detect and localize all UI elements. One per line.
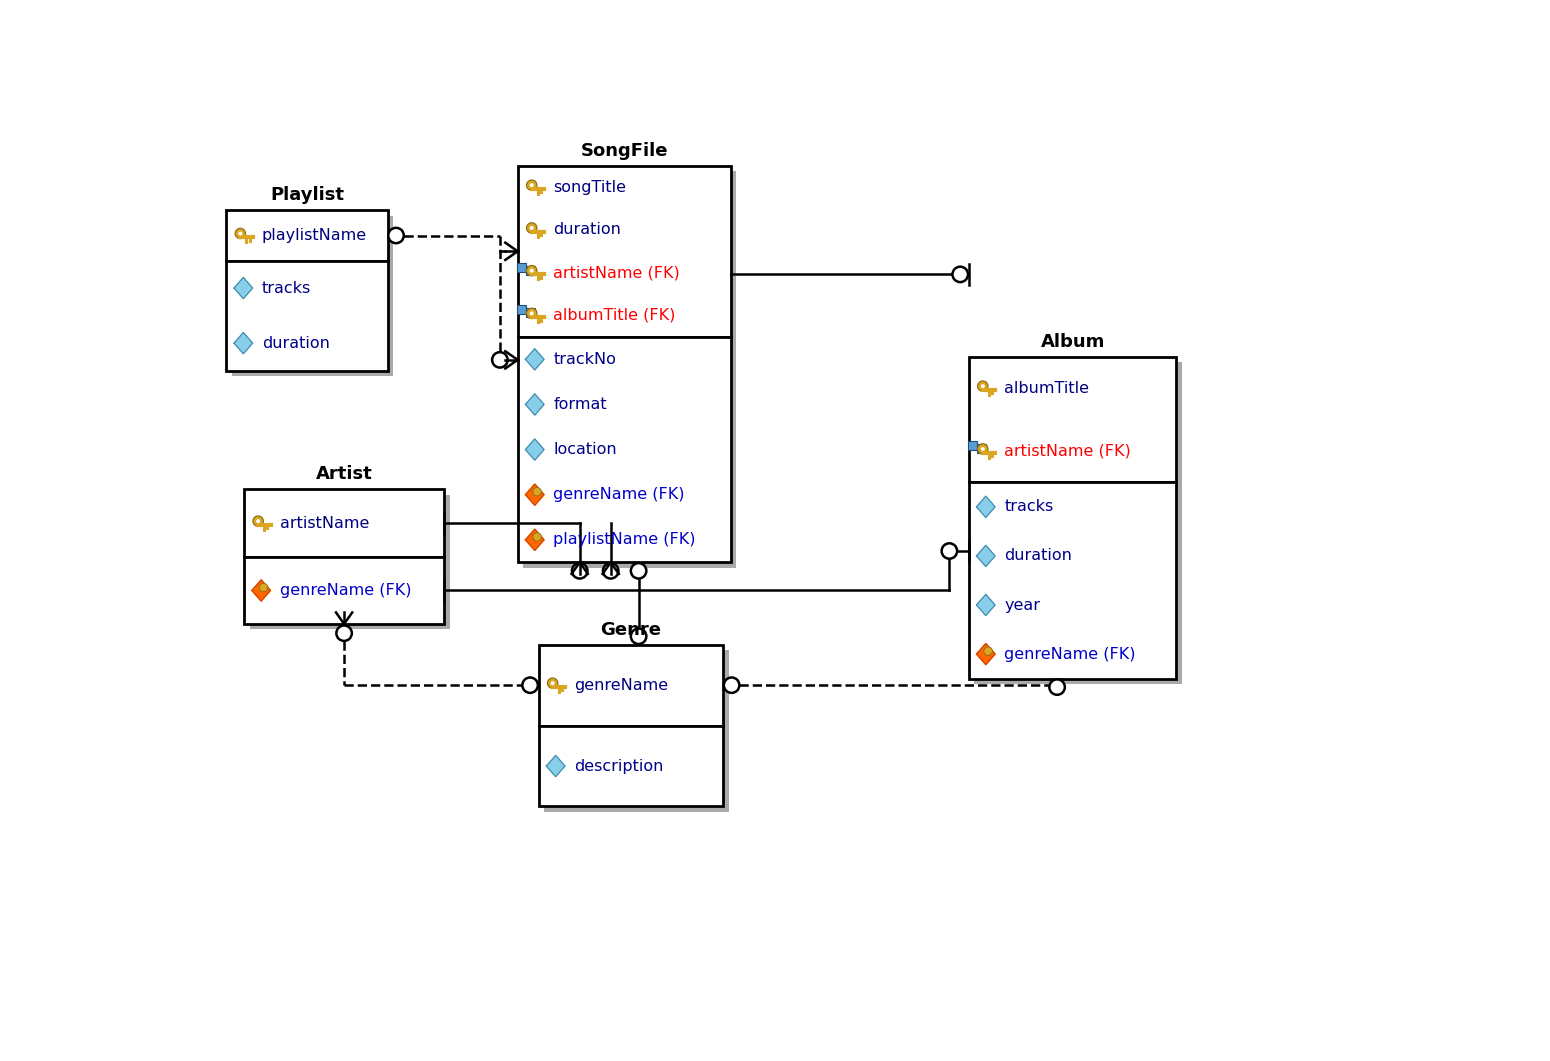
Circle shape xyxy=(530,268,533,273)
Circle shape xyxy=(493,352,508,367)
Circle shape xyxy=(981,384,984,388)
Text: playlistName (FK): playlistName (FK) xyxy=(553,533,696,547)
Circle shape xyxy=(256,519,260,523)
Circle shape xyxy=(522,678,538,693)
Circle shape xyxy=(530,311,533,315)
Circle shape xyxy=(942,543,958,559)
FancyBboxPatch shape xyxy=(518,336,732,562)
Circle shape xyxy=(533,487,541,495)
Circle shape xyxy=(984,647,992,656)
Text: genreName: genreName xyxy=(575,678,668,693)
Text: tracks: tracks xyxy=(1004,500,1054,515)
Text: duration: duration xyxy=(262,335,330,350)
FancyBboxPatch shape xyxy=(976,443,986,453)
FancyBboxPatch shape xyxy=(518,306,525,314)
Circle shape xyxy=(952,266,967,282)
Text: duration: duration xyxy=(1004,549,1073,563)
Circle shape xyxy=(547,678,558,689)
Polygon shape xyxy=(976,497,995,518)
Circle shape xyxy=(336,626,352,641)
Circle shape xyxy=(527,223,536,233)
Text: Album: Album xyxy=(1040,332,1105,350)
Text: SongFile: SongFile xyxy=(581,142,668,159)
Circle shape xyxy=(259,584,268,592)
Circle shape xyxy=(981,447,984,451)
Text: albumTitle: albumTitle xyxy=(1004,381,1090,396)
FancyBboxPatch shape xyxy=(250,494,450,629)
FancyBboxPatch shape xyxy=(969,441,976,450)
Polygon shape xyxy=(525,439,544,460)
FancyBboxPatch shape xyxy=(969,356,1176,483)
Polygon shape xyxy=(976,594,995,615)
Text: description: description xyxy=(575,759,663,773)
Circle shape xyxy=(631,563,646,578)
Text: format: format xyxy=(553,397,608,412)
FancyBboxPatch shape xyxy=(232,215,394,376)
Text: tracks: tracks xyxy=(262,280,312,296)
FancyBboxPatch shape xyxy=(525,309,535,317)
FancyBboxPatch shape xyxy=(226,261,388,370)
Circle shape xyxy=(550,681,555,685)
Text: Artist: Artist xyxy=(316,465,372,483)
Polygon shape xyxy=(976,545,995,567)
FancyBboxPatch shape xyxy=(525,265,535,275)
Circle shape xyxy=(533,533,541,541)
Text: trackNo: trackNo xyxy=(553,352,617,367)
Text: Playlist: Playlist xyxy=(270,187,344,205)
Circle shape xyxy=(631,628,646,644)
FancyBboxPatch shape xyxy=(975,362,1181,684)
Text: genreName (FK): genreName (FK) xyxy=(1004,646,1136,662)
Circle shape xyxy=(978,443,987,454)
Circle shape xyxy=(236,228,245,239)
FancyBboxPatch shape xyxy=(226,210,388,261)
Circle shape xyxy=(239,231,242,236)
Text: genreName (FK): genreName (FK) xyxy=(553,487,685,502)
Circle shape xyxy=(1049,679,1065,695)
Text: duration: duration xyxy=(553,223,622,238)
FancyBboxPatch shape xyxy=(544,650,728,812)
FancyBboxPatch shape xyxy=(524,171,736,568)
Circle shape xyxy=(724,678,739,693)
Text: songTitle: songTitle xyxy=(553,179,626,194)
Text: artistName (FK): artistName (FK) xyxy=(553,265,680,280)
Polygon shape xyxy=(976,643,995,665)
Circle shape xyxy=(527,265,536,276)
FancyBboxPatch shape xyxy=(245,557,445,624)
Text: Genre: Genre xyxy=(600,621,662,639)
Polygon shape xyxy=(525,529,544,551)
Text: location: location xyxy=(553,442,617,457)
Circle shape xyxy=(530,184,533,187)
Text: genreName (FK): genreName (FK) xyxy=(279,582,411,598)
Polygon shape xyxy=(525,349,544,370)
Circle shape xyxy=(572,563,587,578)
Polygon shape xyxy=(234,277,253,299)
Text: artistName (FK): artistName (FK) xyxy=(1004,443,1132,458)
Text: playlistName: playlistName xyxy=(262,228,367,243)
FancyBboxPatch shape xyxy=(539,645,722,726)
Polygon shape xyxy=(525,484,544,505)
Text: year: year xyxy=(1004,597,1040,612)
Text: artistName: artistName xyxy=(279,516,369,530)
Circle shape xyxy=(603,563,618,578)
FancyBboxPatch shape xyxy=(518,166,732,336)
FancyBboxPatch shape xyxy=(245,489,445,557)
FancyBboxPatch shape xyxy=(518,263,525,272)
Circle shape xyxy=(527,308,536,318)
Text: albumTitle (FK): albumTitle (FK) xyxy=(553,308,676,323)
Polygon shape xyxy=(251,580,271,602)
Polygon shape xyxy=(546,755,564,777)
Polygon shape xyxy=(525,394,544,415)
Polygon shape xyxy=(234,332,253,353)
Circle shape xyxy=(253,516,264,526)
Circle shape xyxy=(530,226,533,230)
Circle shape xyxy=(978,381,987,392)
FancyBboxPatch shape xyxy=(539,726,722,806)
Circle shape xyxy=(388,228,403,243)
FancyBboxPatch shape xyxy=(969,483,1176,679)
Circle shape xyxy=(527,180,536,190)
